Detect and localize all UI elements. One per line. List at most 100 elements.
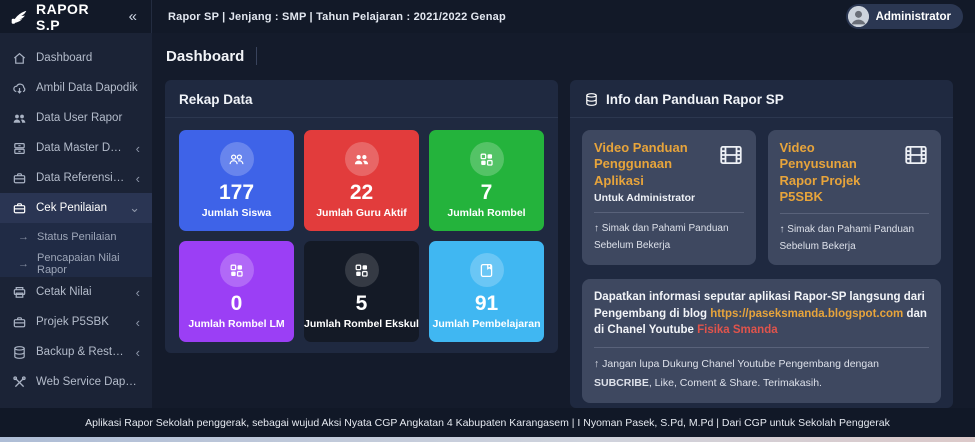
users-icon (12, 111, 27, 126)
video-card-projek-p5sbk[interactable]: Video Penyusunan Rapor Projek P5SBK ↑ Si… (767, 130, 941, 265)
wing-logo-icon (10, 8, 28, 26)
archive-boxes-icon (12, 141, 27, 156)
topbar: RAPOR S.P « Rapor SP | Jenjang : SMP | T… (0, 0, 975, 33)
sidebar: Dashboard Ambil Data Dapodik Data User R… (0, 33, 152, 408)
divider (779, 213, 929, 214)
sidebar-item-label: Dashboard (36, 52, 93, 64)
stat-card-jumlah-rombel: 7 Jumlah Rombel (429, 130, 544, 231)
stat-value: 7 (480, 181, 493, 204)
footer: Aplikasi Rapor Sekolah penggerak, sebaga… (0, 408, 975, 437)
sidebar-item-cek-penilaian[interactable]: Cek Penilaian ⌄ (0, 193, 152, 223)
sidebar-group-cek-penilaian: Cek Penilaian ⌄ → Status Penilaian → Pen… (0, 193, 152, 277)
home-icon (12, 51, 27, 66)
video-note: ↑ Simak dan Pahami Panduan Sebelum Beker… (594, 222, 729, 251)
sidebar-item-label: Data Master Dapodik (36, 142, 127, 154)
youtube-channel-name: Fisika Smanda (697, 324, 778, 337)
sidebar-item-projek-p5sbk[interactable]: Projek P5SBK ‹ (0, 307, 152, 337)
avatar (847, 6, 869, 27)
announcement-tip-end: , Like, Coment & Share. Terimakasih. (648, 376, 822, 389)
sidebar-item-cetak-nilai[interactable]: Cetak Nilai ‹ (0, 277, 152, 307)
stat-card-jumlah-rombel-lm: 0 Jumlah Rombel LM (179, 241, 294, 342)
sidebar-item-data-referensi-lokal[interactable]: Data Referensi Lokal ‹ (0, 163, 152, 193)
stack-icon (584, 92, 599, 107)
title-divider (256, 47, 258, 65)
blog-link[interactable]: https://paseksmanda.blogspot.com (710, 307, 904, 320)
users-outline-icon (219, 142, 254, 176)
sidebar-item-label: Projek P5SBK (36, 316, 109, 328)
cloud-download-icon (12, 81, 27, 96)
stat-label: Jumlah Rombel Ekskul (304, 318, 419, 330)
video-note: ↑ Simak dan Pahami Panduan Sebelum Beker… (779, 224, 915, 252)
printer-icon (12, 285, 27, 300)
sidebar-item-ambil-data-dapodik[interactable]: Ambil Data Dapodik (0, 73, 152, 103)
sidebar-item-label: Ambil Data Dapodik (36, 82, 138, 94)
rekap-data-panel: Rekap Data 177 Jumlah Siswa 22 Jumlah Gu… (165, 80, 558, 353)
announcement-box: Dapatkan informasi seputar aplikasi Rapo… (582, 279, 941, 403)
stat-label: Jumlah Siswa (201, 207, 272, 219)
announcement-mid: dan di Chanel Youtube (594, 307, 927, 337)
info-panduan-panel: Info dan Panduan Rapor SP Video Panduan … (570, 80, 953, 408)
video-subtitle: Untuk Administrator (594, 191, 696, 204)
journal-icon (469, 253, 504, 287)
stat-label: Jumlah Rombel (447, 207, 526, 219)
stat-value: 5 (355, 292, 368, 315)
sidebar-item-dashboard[interactable]: Dashboard (0, 43, 152, 73)
database-icon (12, 345, 27, 360)
stat-label: Jumlah Guru Aktif (316, 207, 407, 219)
sidebar-item-label: Backup & Restore (36, 346, 127, 358)
video-cards-row: Video Panduan Penggunaan Aplikasi Untuk … (570, 118, 953, 265)
video-title: Video Panduan Penggunaan Aplikasi (594, 140, 688, 188)
submenu-arrow-icon: → (18, 257, 29, 270)
stat-label: Jumlah Pembelajaran (432, 318, 541, 330)
page-title: Dashboard (166, 47, 245, 65)
sidebar-item-data-user-rapor[interactable]: Data User Rapor (0, 103, 152, 133)
stat-grid: 177 Jumlah Siswa 22 Jumlah Guru Aktif 7 … (165, 118, 558, 354)
app-title: RAPOR S.P (36, 0, 90, 33)
announcement-lead: Dapatkan informasi seputar aplikasi Rapo… (594, 291, 925, 320)
stat-card-jumlah-rombel-ekskul: 5 Jumlah Rombel Ekskul (304, 241, 419, 342)
main-content: Dashboard Rekap Data 177 Jumlah Siswa 22… (152, 33, 975, 408)
chevron-down-icon: ⌄ (129, 200, 140, 215)
video-card-panduan-aplikasi[interactable]: Video Panduan Penggunaan Aplikasi Untuk … (582, 130, 756, 265)
divider (594, 347, 929, 349)
sidebar-subitem-pencapaian-nilai-rapor[interactable]: → Pencapaian Nilai Rapor (0, 250, 152, 277)
stat-card-jumlah-guru-aktif: 22 Jumlah Guru Aktif (304, 130, 419, 231)
user-menu[interactable]: Administrator (845, 4, 963, 29)
film-icon (903, 142, 929, 205)
window-bottom-edge (0, 437, 975, 442)
stat-label: Jumlah Rombel LM (188, 318, 285, 330)
stat-value: 177 (218, 181, 255, 204)
sidebar-item-label: Data User Rapor (36, 112, 123, 124)
toolbox-icon (12, 201, 27, 216)
sidebar-item-backup-restore[interactable]: Backup & Restore ‹ (0, 337, 152, 367)
chevron-left-icon: ‹ (135, 140, 140, 156)
stat-value: 0 (230, 292, 243, 315)
chevron-left-icon: ‹ (135, 170, 140, 186)
sidebar-subitem-label: Status Penilaian (37, 230, 117, 243)
grid-icon (469, 142, 504, 176)
sidebar-item-label: Data Referensi Lokal (36, 172, 127, 184)
context-subtitle: Rapor SP | Jenjang : SMP | Tahun Pelajar… (168, 10, 506, 23)
grid-icon (344, 253, 379, 287)
toolbox-icon (12, 315, 27, 330)
tools-icon (12, 375, 27, 390)
film-icon (718, 142, 744, 189)
grid-icon (219, 253, 254, 287)
sidebar-item-label: Cetak Nilai (36, 286, 92, 298)
brand-zone: RAPOR S.P « (0, 0, 152, 33)
chevron-left-icon: ‹ (135, 314, 140, 330)
sidebar-subitem-status-penilaian[interactable]: → Status Penilaian (0, 223, 152, 250)
announcement-tip: ↑ Jangan lupa Dukung Chanel Youtube Peng… (594, 358, 879, 371)
chevron-left-icon: ‹ (135, 344, 140, 360)
stat-value: 22 (349, 181, 374, 204)
video-title: Video Penyusunan Rapor Projek P5SBK (779, 140, 861, 204)
rekap-data-title: Rekap Data (179, 92, 253, 107)
users-icon (344, 142, 379, 176)
sidebar-item-label: Web Service Dapodik (36, 376, 140, 388)
sidebar-item-data-master-dapodik[interactable]: Data Master Dapodik ‹ (0, 133, 152, 163)
sidebar-collapse-icon[interactable]: « (128, 8, 137, 25)
user-name: Administrator (875, 10, 951, 23)
sidebar-item-web-service-dapodik[interactable]: Web Service Dapodik (0, 367, 152, 397)
stat-card-jumlah-pembelajaran: 91 Jumlah Pembelajaran (429, 241, 544, 342)
stat-value: 91 (474, 292, 499, 315)
